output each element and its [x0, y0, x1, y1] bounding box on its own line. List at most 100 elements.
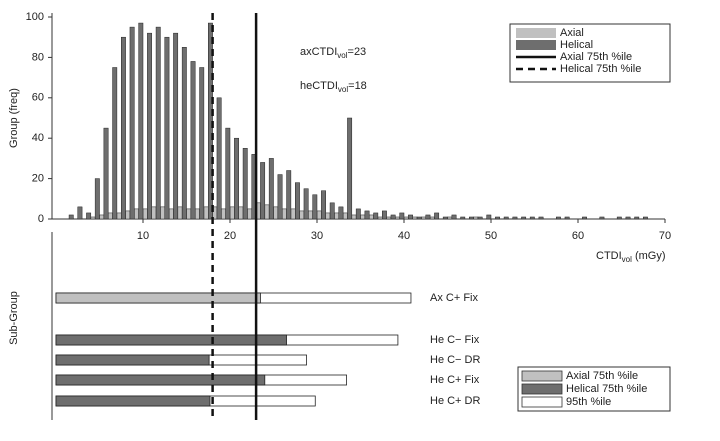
histogram-bar: [103, 127, 109, 220]
annotation: heCTDIvol=18: [300, 80, 367, 94]
histogram-bar: [495, 216, 500, 220]
category-label: He C− Fix: [430, 334, 480, 346]
bar: [55, 354, 210, 366]
y-tick-label: 20: [32, 173, 44, 185]
histogram-bar: [360, 214, 366, 220]
histogram-bar: [155, 26, 161, 220]
histogram-bar: [347, 117, 353, 220]
histogram-bar: [386, 216, 392, 220]
histogram-bar: [408, 214, 413, 220]
legend-label: Helical: [560, 39, 593, 51]
histogram-bar: [364, 210, 370, 220]
histogram-bar: [599, 216, 605, 220]
histogram-bar: [216, 97, 222, 220]
histogram-bar: [303, 188, 309, 220]
annotation-sub: vol: [337, 51, 347, 60]
histogram-bar: [242, 148, 248, 220]
histogram-bar: [86, 212, 92, 220]
histogram-bar: [134, 208, 139, 220]
histogram-bar: [625, 216, 631, 220]
histogram-bar: [342, 212, 348, 220]
histogram-bar: [334, 212, 339, 220]
histogram-bar: [286, 170, 292, 220]
histogram-bar: [564, 216, 570, 220]
histogram-bar: [582, 216, 587, 220]
category-label: He C− DR: [430, 354, 480, 366]
histogram-bar: [643, 216, 648, 220]
histogram-bar: [429, 216, 435, 220]
histogram-bar: [199, 67, 205, 220]
annotation: axCTDIvol=23: [300, 46, 366, 60]
histogram-bar: [390, 214, 396, 220]
histogram-bar: [312, 194, 318, 220]
histogram-bar: [299, 210, 305, 220]
histogram-bar: [281, 208, 287, 220]
legend-swatch: [521, 383, 563, 395]
histogram-bar: [355, 208, 361, 220]
histogram-bar: [395, 216, 400, 220]
histogram-bar: [147, 32, 152, 220]
histogram-bar: [68, 214, 74, 220]
histogram-bar: [142, 208, 148, 220]
histogram-bar: [112, 67, 118, 220]
histogram-bar: [486, 214, 492, 220]
histogram-bar: [160, 206, 165, 220]
y-tick-label: 80: [32, 51, 44, 63]
histogram-bar: [308, 210, 313, 220]
legend-label: 95th %ile: [566, 396, 611, 408]
histogram-bar: [469, 216, 474, 220]
histogram-bar: [168, 208, 174, 220]
histogram-bar: [338, 206, 344, 220]
histogram-bar: [125, 210, 131, 220]
histogram-bar: [99, 214, 105, 220]
histogram-bar: [186, 208, 192, 220]
histogram-bar: [403, 216, 409, 220]
y-tick-label: 60: [32, 92, 44, 104]
histogram-bar: [368, 214, 374, 220]
histogram-bar: [177, 206, 183, 220]
histogram-bar: [238, 206, 244, 220]
annotation-sub: vol: [338, 85, 348, 94]
histogram-bar: [264, 204, 270, 220]
histogram-bar: [234, 137, 239, 220]
histogram-bar: [434, 212, 440, 220]
category-label: He C+ Fix: [430, 374, 480, 386]
legend-label: Axial 75th %ile: [566, 370, 638, 382]
histogram-bar: [247, 208, 252, 220]
histogram-bar: [295, 182, 300, 220]
histogram-bar: [290, 208, 296, 220]
legend-label: Axial 75th %ile: [560, 51, 632, 63]
histogram-bar: [203, 206, 209, 220]
histogram-bar: [316, 210, 322, 220]
x-axis-label-rest: (mGy): [632, 250, 666, 262]
histogram-bar: [181, 47, 187, 220]
histogram-bar: [399, 212, 405, 220]
histogram-bar: [116, 212, 122, 220]
annotation-rest: =18: [348, 80, 367, 92]
y-axis-label: Group (freq): [8, 88, 20, 148]
histogram-bar: [412, 216, 418, 220]
histogram-bar: [416, 216, 422, 220]
bar: [55, 292, 261, 304]
x-tick-label: 40: [398, 230, 410, 242]
annotation-main: heCTDI: [300, 80, 338, 92]
y-tick-label: 100: [26, 11, 44, 23]
histogram-bar: [442, 216, 448, 220]
histogram-bar: [325, 212, 331, 220]
histogram-bar: [473, 216, 479, 220]
histogram-bar: [173, 32, 179, 220]
histogram-bar: [351, 214, 357, 220]
histogram-bar: [425, 214, 431, 220]
histogram-bar: [373, 212, 379, 220]
bar: [55, 334, 287, 346]
histogram-bar: [616, 216, 622, 220]
histogram-bar: [260, 162, 266, 220]
annotation-rest: =23: [348, 46, 367, 58]
histogram-bar: [151, 206, 157, 220]
x-axis-label: CTDIvol (mGy): [596, 250, 666, 264]
histogram-bar: [94, 178, 100, 220]
histogram-bar: [138, 22, 144, 220]
x-tick-label: 30: [311, 230, 323, 242]
histogram-bar: [321, 190, 326, 220]
histogram-bar: [194, 208, 200, 220]
